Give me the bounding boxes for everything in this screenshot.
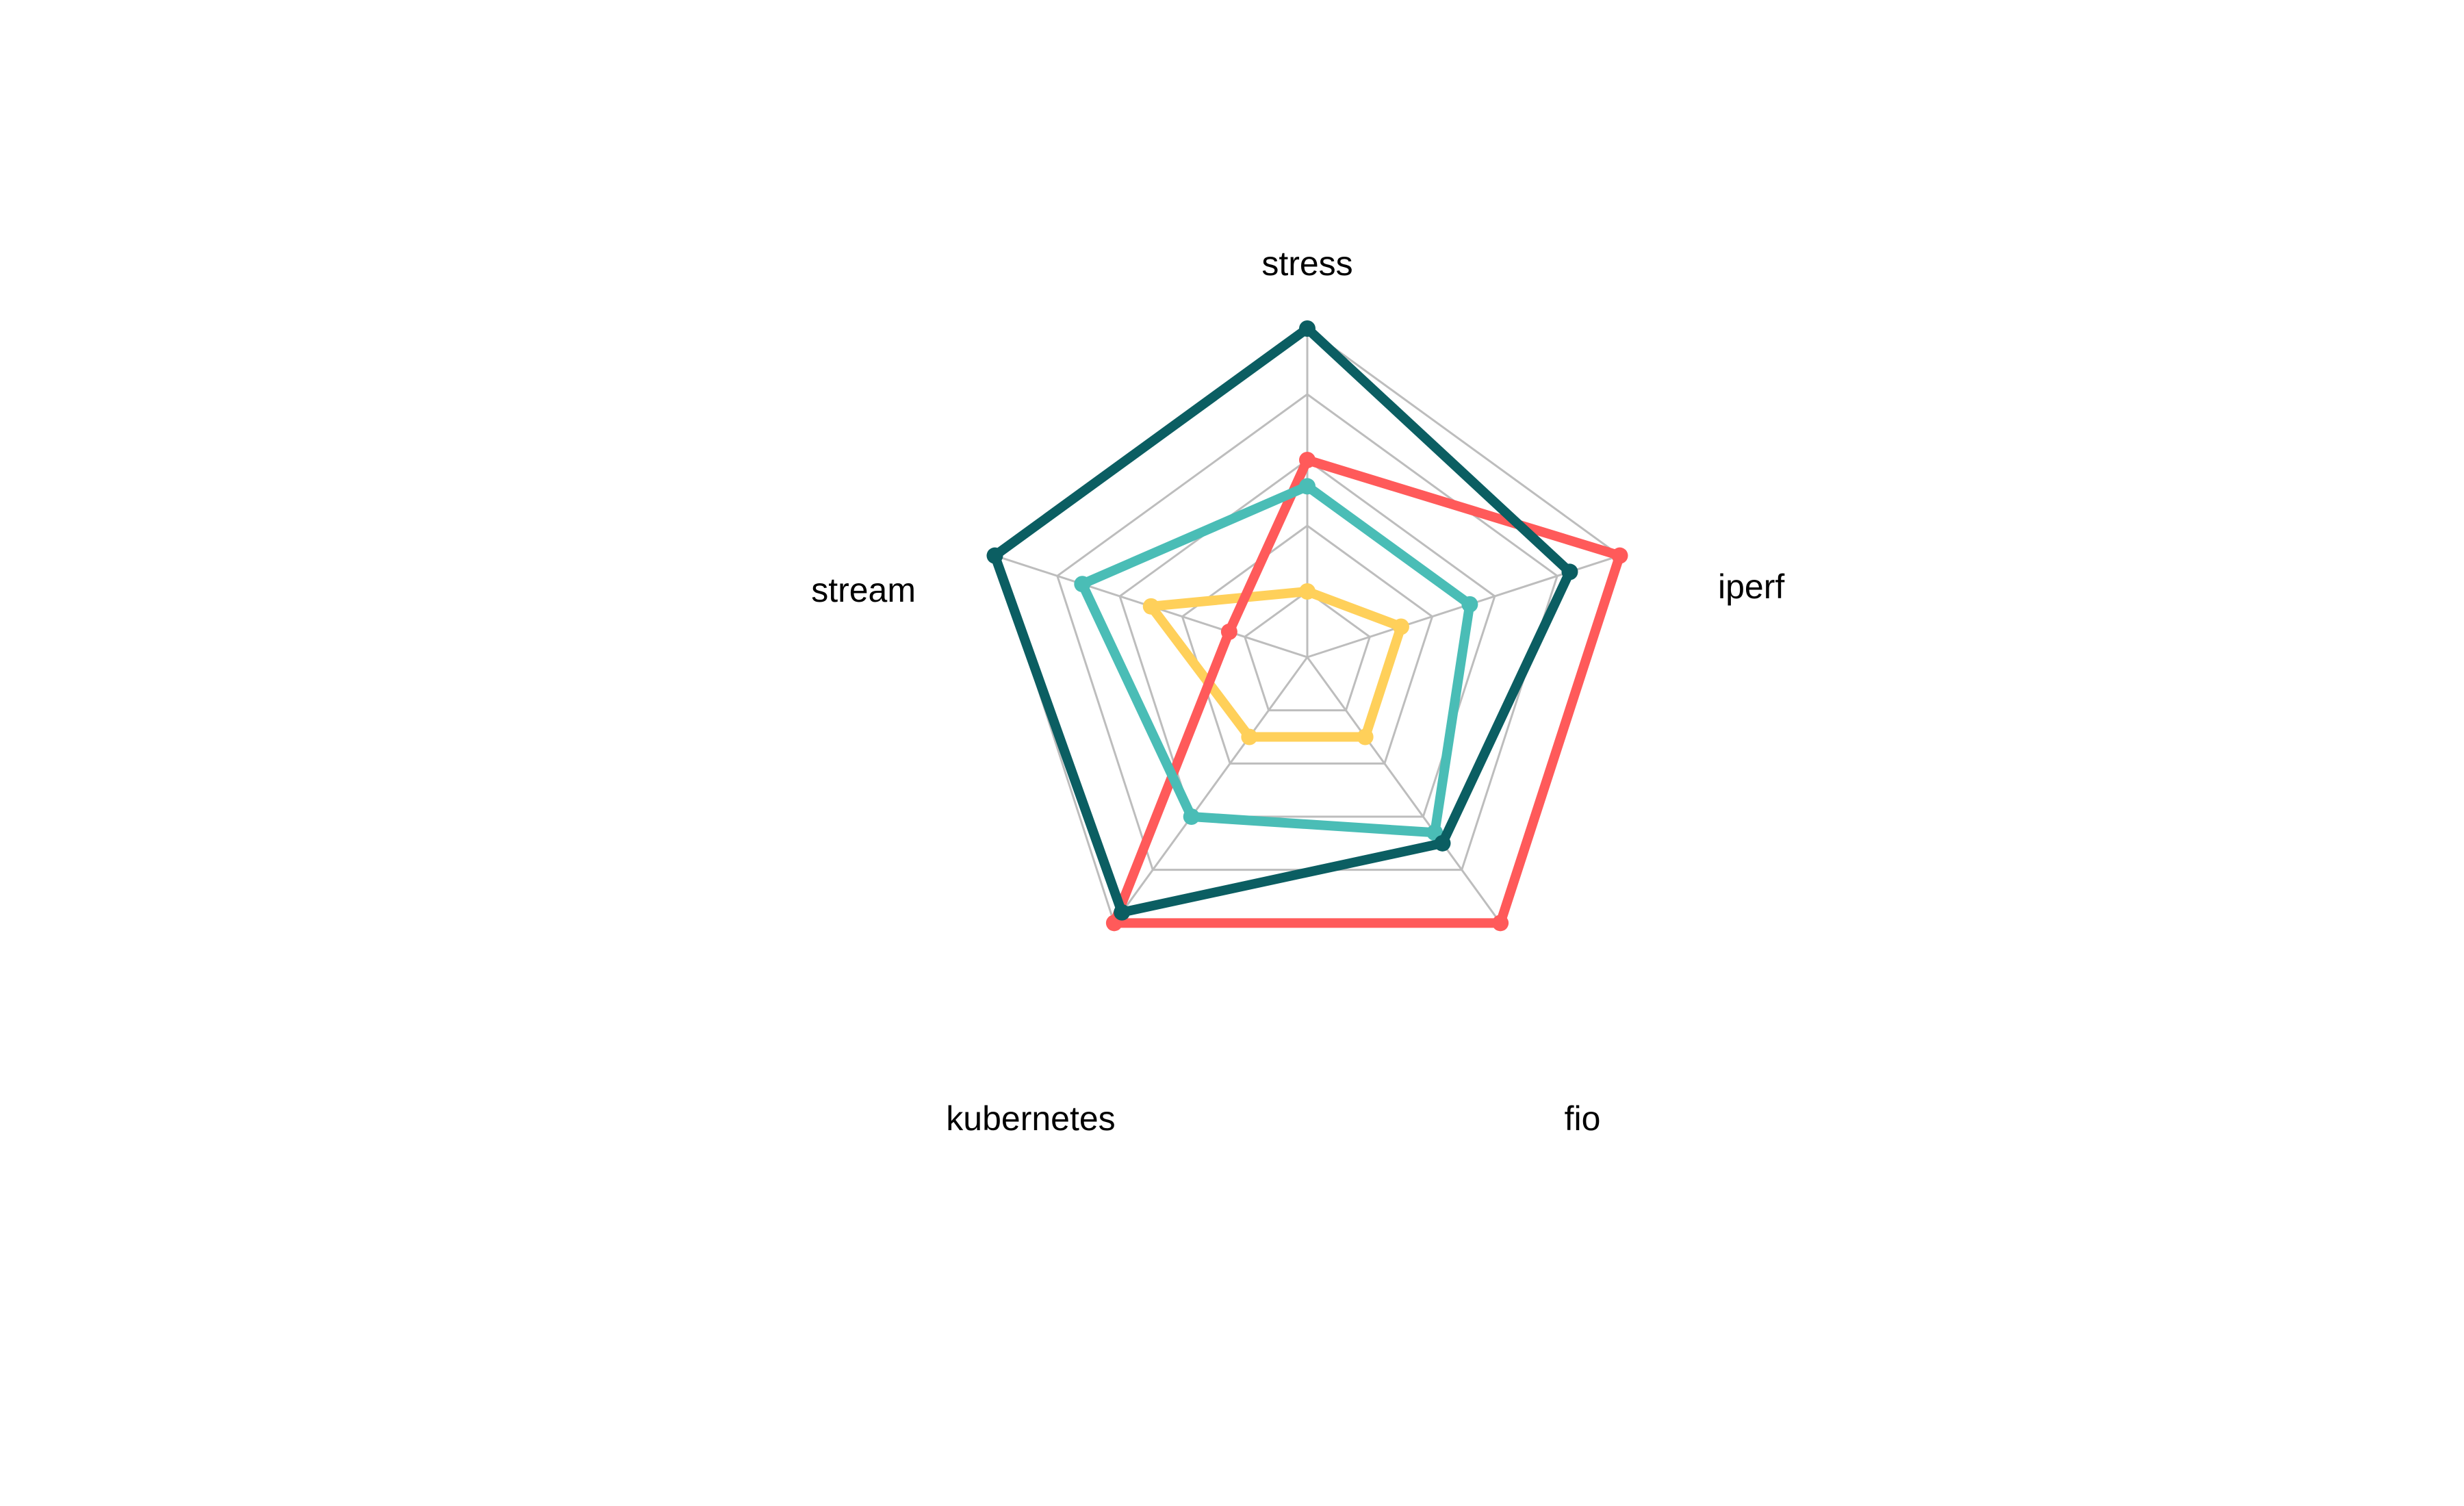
series-4-point-stream — [986, 547, 1003, 564]
series-line-1 — [1146, 587, 1406, 742]
series-4-point-stress — [1299, 320, 1316, 337]
axis-label-stress: stress — [1261, 244, 1352, 283]
radar-series — [986, 320, 1628, 932]
series-1 — [1142, 583, 1409, 745]
series-2-point-stream — [1220, 623, 1237, 640]
series-1-point-stress — [1299, 583, 1316, 600]
series-3-point-stress — [1299, 478, 1316, 495]
series-1-point-iperf — [1392, 618, 1409, 635]
series-4-point-fio — [1434, 834, 1451, 852]
series-line-4 — [990, 324, 1575, 917]
axis-label-fio: fio — [1565, 1099, 1601, 1138]
series-4 — [986, 320, 1578, 921]
series-1-point-stream — [1142, 598, 1159, 615]
series-2-point-stress — [1299, 452, 1316, 468]
series-3-point-kubernetes — [1183, 808, 1200, 825]
grid-ring-1 — [1243, 590, 1372, 712]
series-3 — [1074, 478, 1478, 841]
series-1-point-kubernetes — [1241, 728, 1258, 745]
series-line-2 — [1109, 455, 1625, 928]
series-line-3 — [1077, 481, 1475, 838]
series-1-point-fio — [1357, 728, 1374, 745]
axis-spoke-kubernetes — [1113, 656, 1309, 924]
series-2-point-iperf — [1611, 547, 1628, 564]
axis-labels: stress iperf fio kubernetes stream — [811, 244, 1784, 1138]
axis-label-stream: stream — [811, 571, 916, 609]
series-3-point-stream — [1074, 576, 1091, 593]
axis-label-iperf: iperf — [1718, 567, 1784, 606]
axis-label-kubernetes: kubernetes — [946, 1099, 1115, 1138]
grid-ring-3 — [1118, 459, 1496, 818]
series-4-point-kubernetes — [1114, 904, 1131, 921]
series-4-point-iperf — [1561, 563, 1578, 580]
axis-spoke-fio — [1306, 656, 1502, 924]
series-3-point-iperf — [1461, 596, 1478, 613]
series-2-point-fio — [1492, 915, 1509, 932]
